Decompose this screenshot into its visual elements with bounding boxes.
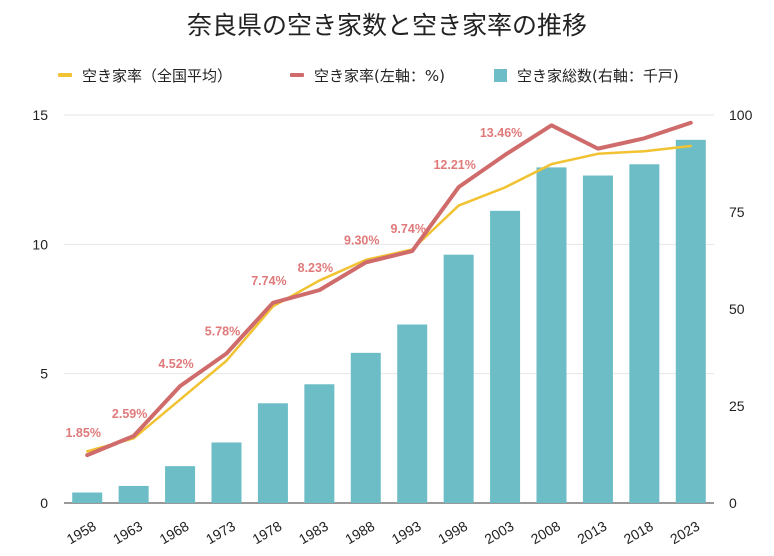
bar [72,492,103,503]
x-axis-tick-label: 1988 [342,518,377,548]
legend-swatch-nara-rate [290,73,304,77]
bar [490,210,521,503]
legend-swatch-nara-count [494,68,507,82]
legend-item-national: 空き家率（全国平均） [58,62,232,88]
x-axis-tick-label: 1983 [296,518,331,548]
x-axis-tick-label: 1998 [435,518,470,548]
bar [536,167,567,503]
legend-swatch-national [58,73,72,77]
x-axis-tick-label: 1978 [249,518,284,548]
right-axis-tick-label: 50 [729,301,745,317]
right-axis-tick-label: 25 [729,398,745,414]
x-axis-tick-label: 2003 [482,518,517,548]
data-label: 8.23% [298,261,333,275]
x-axis-tick-label: 2008 [528,518,563,548]
bar [629,164,660,503]
legend-item-nara-rate: 空き家率(左軸：%) [290,62,445,88]
bar [304,384,335,503]
left-axis-tick-label: 10 [32,236,48,252]
data-label: 12.21% [433,158,475,172]
national-rate-line [85,144,693,453]
left-axis-tick-label: 5 [40,366,48,382]
x-axis-tick-label: 1968 [157,518,192,548]
left-axis-tick-label: 15 [32,107,48,123]
right-axis-tick-label: 75 [729,204,745,220]
data-label: 7.74% [251,274,286,288]
x-axis-tick-label: 2018 [621,518,656,548]
legend-label-nara-rate: 空き家率(左軸：%) [314,66,445,85]
bar [582,175,613,503]
right-axis-tick-label: 100 [729,107,753,123]
chart-title: 奈良県の空き家数と空き家率の推移 [186,11,587,40]
x-axis-tick-label: 1963 [110,518,145,548]
data-label: 9.74% [390,222,425,236]
bar [257,403,288,503]
nara-rate-line [85,120,693,458]
legend-label-nara-count: 空き家総数(右軸：千戸) [517,66,679,85]
bar [397,324,428,503]
x-axis-tick-label: 2023 [667,518,702,548]
data-label: 5.78% [205,324,240,338]
bar [165,466,196,503]
x-axis-tick-label: 1958 [64,518,99,548]
bar [118,485,149,503]
x-axis-tick-label: 1973 [203,518,238,548]
bar [350,352,381,503]
bar [211,442,242,503]
data-label: 4.52% [158,357,193,371]
bar [443,254,474,503]
bar [675,139,706,503]
data-label: 1.85% [65,426,100,440]
data-label: 2.59% [112,407,147,421]
right-axis-tick-label: 0 [729,495,737,511]
x-axis-tick-label: 1993 [389,518,424,548]
left-axis-tick-label: 0 [40,495,48,511]
legend-item-nara-count: 空き家総数(右軸：千戸) [494,62,679,88]
data-label: 13.46% [480,126,522,140]
x-axis-tick-label: 2013 [574,518,609,548]
data-label: 9.30% [344,233,379,247]
legend: 空き家率（全国平均） 空き家率(左軸：%) 空き家総数(右軸：千戸) [0,62,774,88]
legend-label-national: 空き家率（全国平均） [82,66,233,85]
